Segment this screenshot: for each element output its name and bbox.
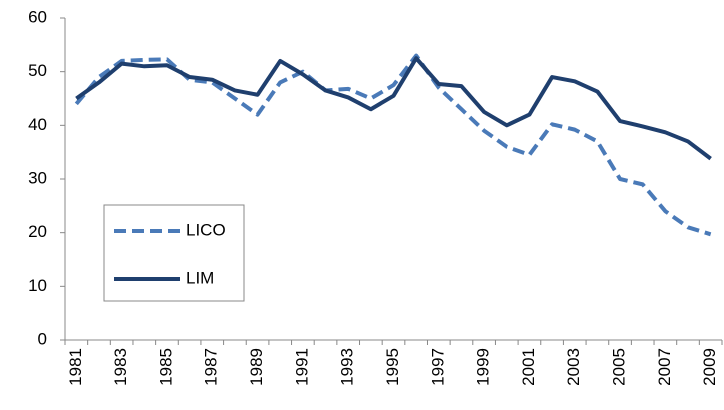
x-tick-label: 1985: [156, 348, 175, 386]
x-tick-label: 2005: [610, 348, 629, 386]
x-tick-label: 2009: [700, 348, 719, 386]
y-tick-label: 60: [28, 7, 47, 26]
x-tick-label: 2001: [519, 348, 538, 386]
x-tick-label: 1987: [202, 348, 221, 386]
x-tick-label: 1993: [338, 348, 357, 386]
x-tick-label: 2003: [564, 348, 583, 386]
x-tick-label: 2007: [655, 348, 674, 386]
y-tick-label: 20: [28, 222, 47, 241]
y-tick-label: 40: [28, 115, 47, 134]
x-tick-label: 1991: [292, 348, 311, 386]
x-tick-label: 1983: [111, 348, 130, 386]
x-tick-label: 1995: [383, 348, 402, 386]
y-tick-label: 30: [28, 168, 47, 187]
x-tick-label: 1981: [66, 348, 85, 386]
series-line: [75, 56, 712, 161]
x-tick-label: 1997: [428, 348, 447, 386]
y-tick-label: 0: [38, 329, 47, 348]
legend-box: [103, 204, 245, 302]
legend-label: LIM: [186, 268, 214, 287]
x-tick-label: 1989: [247, 348, 266, 386]
x-tick-label: 1999: [474, 348, 493, 386]
y-tick-label: 10: [28, 276, 47, 295]
legend-label: LICO: [186, 220, 226, 239]
y-tick-label: 50: [28, 61, 47, 80]
